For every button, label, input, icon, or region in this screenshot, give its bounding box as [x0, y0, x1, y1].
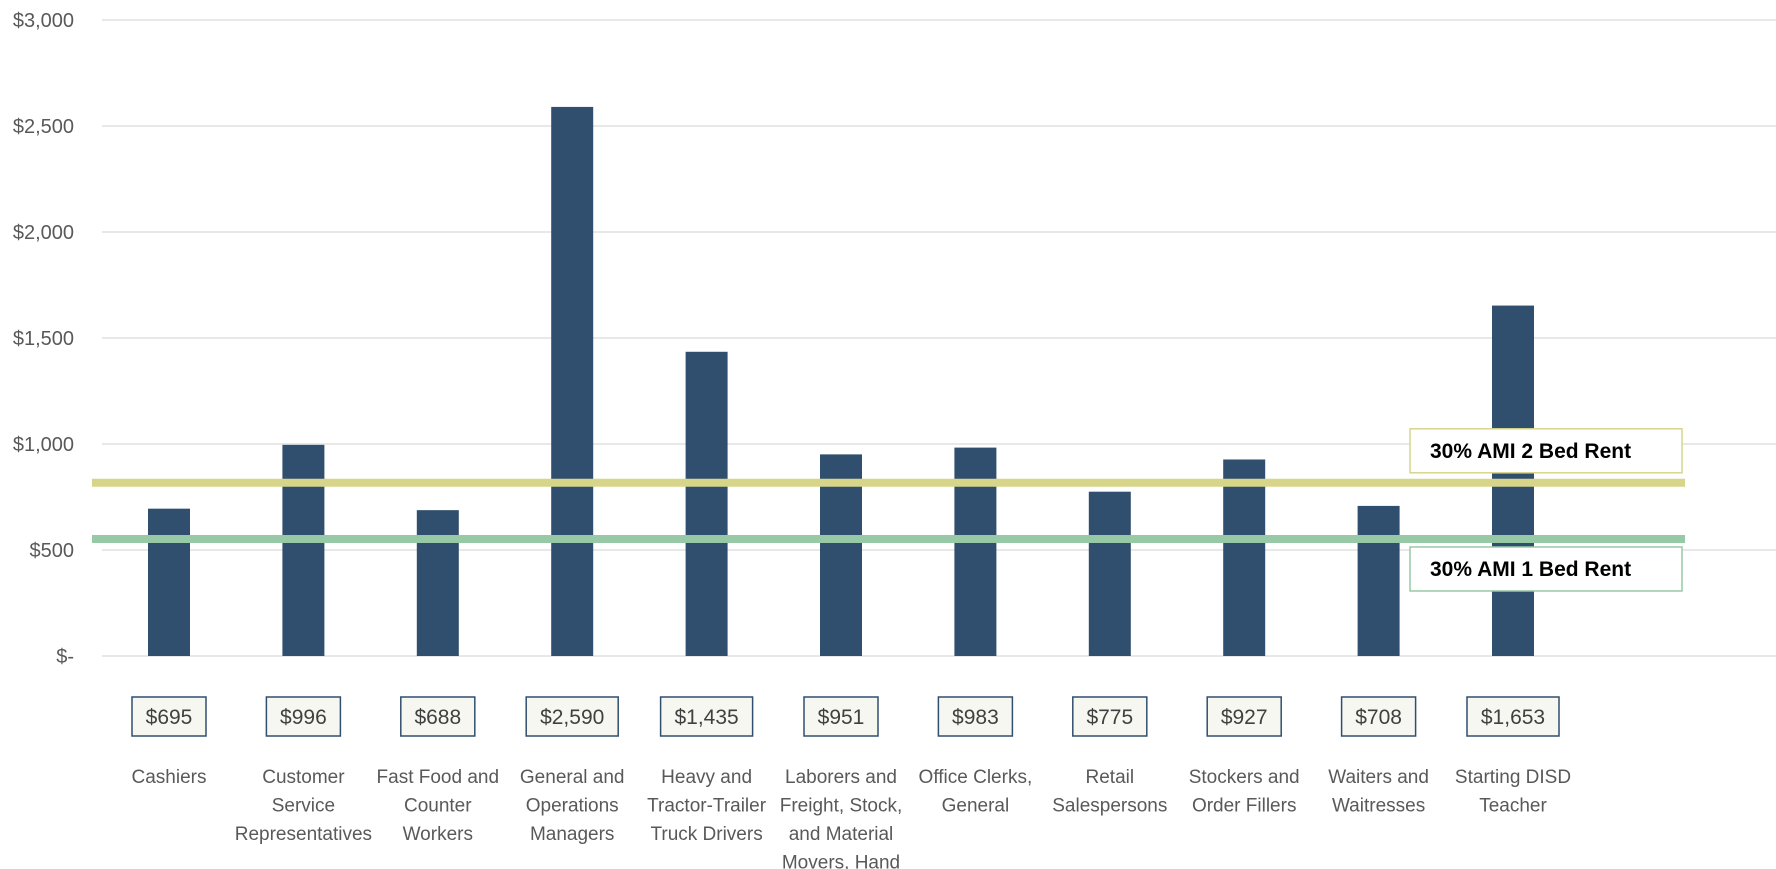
x-tick-label-line: Customer	[262, 767, 345, 788]
x-tick-label-line: Movers, Hand	[782, 853, 900, 869]
y-tick-label: $3,000	[13, 10, 74, 32]
x-tick-label-line: Freight, Stock,	[780, 796, 903, 817]
bar	[416, 510, 459, 656]
x-tick-label-line: Teacher	[1479, 796, 1547, 817]
data-label-box	[1466, 696, 1560, 737]
bar	[282, 444, 325, 656]
data-label: $708	[1355, 706, 1402, 729]
data-label-box	[400, 696, 476, 737]
data-labels: $695 $996 $688 $2,590 $1,435 $951 $983 $775 $927…	[131, 696, 1560, 737]
x-tick-label-line: Cashiers	[132, 767, 207, 788]
x-tick-label-line: Tractor-Trailer	[647, 796, 767, 817]
reference-line-label-box	[1409, 546, 1683, 592]
data-label-box	[131, 696, 207, 737]
reference-line-label: 30% AMI 1 Bed Rent	[1430, 558, 1631, 581]
y-tick-label: $500	[30, 540, 75, 562]
data-label: $775	[1086, 706, 1133, 729]
x-tick-label: General and Operations Managers	[520, 767, 625, 845]
y-tick-label: $-	[56, 646, 74, 668]
x-tick-label-line: Retail	[1086, 767, 1135, 788]
x-tick-label: Office Clerks, General	[919, 767, 1033, 817]
bar	[1088, 491, 1131, 656]
data-label: $688	[414, 706, 461, 729]
data-label-box	[1072, 696, 1148, 737]
y-axis-tick-labels: $- $500 $1,000 $1,500 $2,000 $2,500 $3,000	[13, 10, 74, 668]
x-tick-label-line: Waiters and	[1328, 767, 1429, 788]
x-tick-label-line: Salespersons	[1052, 796, 1167, 817]
bar	[1223, 459, 1266, 656]
reference-line-label-box	[1409, 428, 1683, 474]
x-tick-label-line: Service	[272, 796, 335, 817]
x-tick-label-line: Representatives	[235, 824, 372, 845]
x-tick-label: Starting DISD Teacher	[1455, 767, 1571, 817]
data-label: $996	[280, 706, 327, 729]
data-label-box	[937, 696, 1014, 737]
x-tick-label-line: and Material	[789, 824, 894, 845]
x-tick-label-line: Waitresses	[1332, 796, 1425, 817]
x-tick-label: Heavy and Tractor-Trailer Truck Drivers	[647, 767, 767, 845]
y-tick-label: $2,000	[13, 222, 74, 244]
bar	[1357, 505, 1400, 656]
data-label-box	[659, 696, 754, 737]
y-tick-label: $1,000	[13, 434, 74, 456]
data-label: $1,653	[1481, 706, 1545, 729]
bar	[685, 351, 728, 656]
x-axis-category-labels: Cashiers Customer Service RepresentativesFa…	[132, 767, 1572, 869]
y-tick-label: $2,500	[13, 116, 74, 138]
x-tick-label-line: Starting DISD	[1455, 767, 1571, 788]
data-label: $951	[818, 706, 865, 729]
x-tick-label: Fast Food and Counter Workers	[377, 767, 500, 845]
grid-lines	[102, 19, 1776, 657]
bar	[148, 508, 190, 656]
x-tick-label: Stockers and Order Fillers	[1189, 767, 1300, 817]
data-label-box	[265, 696, 342, 737]
x-tick-label: Cashiers	[132, 767, 207, 788]
x-tick-label: Waiters and Waitresses	[1328, 767, 1429, 817]
data-label: $695	[146, 706, 193, 729]
data-label: $983	[952, 706, 999, 729]
bars	[148, 106, 1534, 657]
reference-lines: 30% AMI 2 Bed Rent 30% AMI 1 Bed Rent	[92, 428, 1685, 592]
data-label: $1,435	[674, 706, 738, 729]
x-tick-label-line: Operations	[526, 796, 619, 817]
x-tick-label-line: Heavy and	[661, 767, 752, 788]
x-tick-label-line: General	[942, 796, 1010, 817]
data-label-box	[1206, 696, 1282, 737]
x-tick-label: Customer Service Representatives	[235, 767, 372, 845]
x-tick-label-line: Fast Food and	[377, 767, 500, 788]
x-tick-label-line: Order Fillers	[1192, 796, 1297, 817]
data-label-box	[803, 696, 879, 737]
x-tick-label-line: Workers	[403, 824, 473, 845]
y-tick-label: $1,500	[13, 328, 74, 350]
x-tick-label-line: General and	[520, 767, 625, 788]
x-tick-label-line: Stockers and	[1189, 767, 1300, 788]
x-tick-label: Retail Salespersons	[1052, 767, 1167, 817]
x-tick-label-line: Truck Drivers	[650, 824, 762, 845]
x-tick-label-line: Office Clerks,	[919, 767, 1033, 788]
bar	[551, 106, 594, 657]
reference-line-label: 30% AMI 2 Bed Rent	[1430, 440, 1631, 463]
x-tick-label-line: Laborers and	[785, 767, 897, 788]
data-label: $2,590	[540, 706, 604, 729]
bar	[820, 454, 862, 656]
data-label-box	[1340, 696, 1417, 737]
data-label: $927	[1221, 706, 1268, 729]
x-tick-label: Laborers and Freight, Stock, and Material M…	[780, 767, 903, 869]
x-tick-label-line: Managers	[530, 824, 615, 845]
data-label-box	[525, 696, 619, 737]
x-tick-label-line: Counter	[404, 796, 472, 817]
